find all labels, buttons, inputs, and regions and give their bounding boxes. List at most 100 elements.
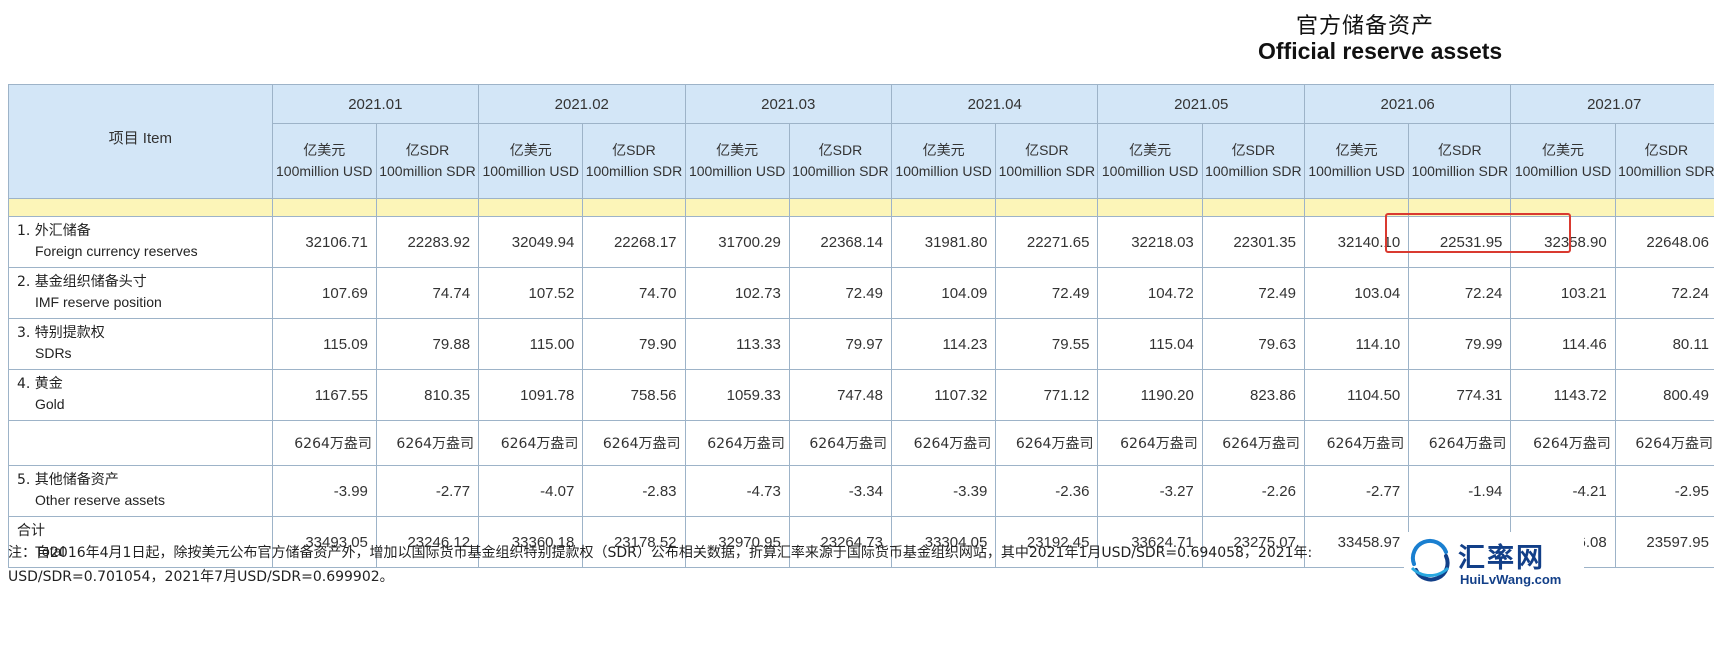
value-cell: 115.09: [271, 318, 377, 370]
yellow-band-cell: [788, 198, 892, 217]
value-cell: 22648.06: [1614, 216, 1714, 268]
value-cell: 23275.07: [1201, 516, 1305, 568]
yellow-band-cell: [582, 198, 686, 217]
month-header: 2021.02: [478, 84, 686, 124]
table-row: 5. 其他储备资产 Other reserve assets -3.99 -2.77-…: [8, 465, 1714, 517]
value-cell: 6264万盎司: [788, 420, 892, 466]
value-cell: 6264万盎司: [375, 420, 480, 466]
value-cell: 23264.73: [788, 516, 892, 568]
value-cell: 22268.17: [582, 216, 686, 268]
value-cell: 31700.29: [684, 216, 790, 268]
value-cell: 1059.33: [684, 369, 790, 421]
value-cell: 23178.52: [582, 516, 686, 568]
value-cell: 6264万盎司: [1408, 420, 1512, 466]
unit-sdr-header: 亿SDR 100million SDR: [375, 123, 480, 199]
unit-usd-header: 亿美元 100million USD: [684, 123, 790, 199]
unit-sdr-header: 亿SDR 100million SDR: [1201, 123, 1305, 199]
value-cell: 23246.12: [375, 516, 480, 568]
watermark-logo: 汇率网 HuiLvWang.com: [1404, 532, 1584, 594]
value-cell: 23597.95: [1614, 516, 1714, 568]
value-cell: 103.21: [1510, 267, 1616, 319]
value-cell: 1167.55: [271, 369, 377, 421]
unit-usd-header: 亿美元 100million USD: [890, 123, 997, 199]
unit-usd-header: 亿美元 100million USD: [478, 123, 584, 199]
value-cell: -3.27: [1097, 465, 1203, 517]
unit-sdr-header: 亿SDR 100million SDR: [788, 123, 892, 199]
month-header: 2021.01: [271, 84, 480, 124]
unit-usd-header: 亿美元 100million USD: [1303, 123, 1410, 199]
value-cell: 72.49: [1201, 267, 1305, 319]
value-cell: 33304.05: [890, 516, 997, 568]
value-cell: -2.95: [1614, 465, 1714, 517]
value-cell: 115.04: [1097, 318, 1203, 370]
value-cell: 23192.45: [995, 516, 1099, 568]
value-cell: 104.09: [890, 267, 997, 319]
unit-usd-header: 亿美元 100million USD: [1510, 123, 1616, 199]
logo-name: 汇率网: [1458, 543, 1545, 574]
value-cell: 79.63: [1201, 318, 1305, 370]
value-cell: 113.33: [684, 318, 790, 370]
row-item-en: Foreign currency reserves: [35, 243, 198, 259]
value-cell: 33458.97: [1303, 516, 1410, 568]
yellow-band-cell: [1201, 198, 1305, 217]
value-cell: 6264万盎司: [684, 420, 790, 466]
row-item-label: 1. 外汇储备 Foreign currency reserves: [8, 216, 273, 268]
yellow-band-cell: [1097, 198, 1203, 217]
value-cell: -4.73: [684, 465, 790, 517]
value-cell: 74.70: [582, 267, 686, 319]
table-row: 1. 外汇储备 Foreign currency reserves 32106.71…: [8, 216, 1714, 268]
value-cell: 102.73: [684, 267, 790, 319]
yellow-band-cell: [1408, 198, 1512, 217]
unit-sdr-header: 亿SDR 100million SDR: [1408, 123, 1512, 199]
value-cell: 1190.20: [1097, 369, 1203, 421]
value-cell: 79.99: [1408, 318, 1512, 370]
value-cell: 72.49: [995, 267, 1099, 319]
value-cell: 6264万盎司: [1510, 420, 1616, 466]
yellow-band-cell: [478, 198, 584, 217]
unit-sdr-header: 亿SDR 100million SDR: [582, 123, 686, 199]
row-item-cn: 1. 外汇储备: [17, 223, 91, 239]
table-row: 3. 特别提款权 SDRs 115.09 79.88 115.00 79.90 113.33…: [8, 318, 1714, 370]
unit-sdr-header: 亿SDR 100million SDR: [1614, 123, 1714, 199]
table-row: 4. 黄金 Gold 1167.55 810.35 1091.78 758.56 1059.…: [8, 369, 1714, 421]
row-item-en: SDRs: [35, 345, 72, 361]
value-cell: 103.04: [1303, 267, 1410, 319]
row-item-cn: 2. 基金组织储备头寸: [17, 274, 147, 290]
value-cell: 72.49: [788, 267, 892, 319]
value-cell: 114.46: [1510, 318, 1616, 370]
row-item-en: IMF reserve position: [35, 294, 162, 310]
yellow-band-cell: [271, 198, 377, 217]
row-item-label: 合计 Total: [8, 516, 273, 568]
value-cell: 72.24: [1614, 267, 1714, 319]
value-cell: 747.48: [788, 369, 892, 421]
yellow-band-row: [8, 198, 1714, 217]
table-row: 6264万盎司 6264万盎司 6264万盎司 6264万盎司 6264万盎司 6264万…: [8, 420, 1714, 466]
yellow-band-cell: [890, 198, 997, 217]
value-cell: 32970.95: [684, 516, 790, 568]
yellow-band-cell: [995, 198, 1099, 217]
value-cell: -3.34: [788, 465, 892, 517]
value-cell: 114.23: [890, 318, 997, 370]
value-cell: 33493.05: [271, 516, 377, 568]
value-cell: -1.94: [1408, 465, 1512, 517]
value-cell: -4.07: [478, 465, 584, 517]
value-cell: -3.99: [271, 465, 377, 517]
value-cell: 115.00: [478, 318, 584, 370]
value-cell: -3.39: [890, 465, 997, 517]
value-cell: 22283.92: [375, 216, 480, 268]
value-cell: 6264万盎司: [271, 420, 377, 466]
yellow-band-cell: [1303, 198, 1410, 217]
page-title-en: Official reserve assets: [1258, 38, 1503, 64]
footnote: 注：自2016年4月1日起，除按美元公布官方储备资产外，增加以国际货币基金组织特…: [8, 545, 1313, 585]
value-cell: 104.72: [1097, 267, 1203, 319]
yellow-band-cell: [684, 198, 790, 217]
value-cell: 823.86: [1201, 369, 1305, 421]
value-cell: 32218.03: [1097, 216, 1203, 268]
row-item-cn: 4. 黄金: [17, 376, 63, 392]
value-cell: -2.77: [375, 465, 480, 517]
row-item-label: [8, 420, 273, 466]
yellow-band-cell: [1510, 198, 1616, 217]
value-cell: 32140.10: [1303, 216, 1410, 268]
value-cell: 6264万盎司: [1303, 420, 1410, 466]
value-cell: 32049.94: [478, 216, 584, 268]
